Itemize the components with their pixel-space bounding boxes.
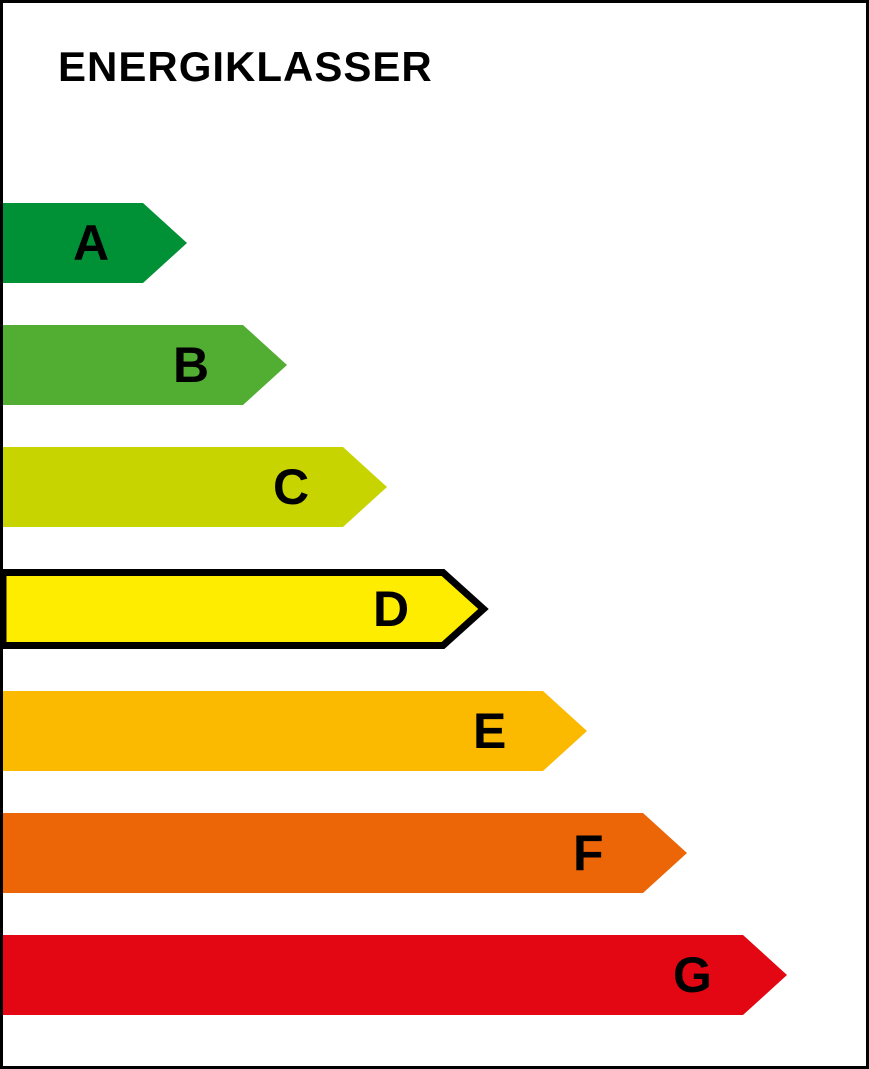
energy-class-label-c: C (273, 462, 309, 512)
energy-class-g: G (3, 935, 866, 1015)
energy-class-b: B (3, 325, 866, 405)
energy-class-e: E (3, 691, 866, 771)
energy-bar-c (3, 447, 387, 527)
energy-class-label-f: F (573, 828, 604, 878)
energy-class-d: D (3, 569, 866, 649)
title: ENERGIKLASSER (58, 43, 433, 91)
energy-class-label-g: G (673, 950, 712, 1000)
energy-bar-b (3, 325, 287, 405)
energy-class-label-b: B (173, 340, 209, 390)
energy-class-label-a: A (73, 218, 109, 268)
energy-class-c: C (3, 447, 866, 527)
bars-container: A B C D E F G (3, 203, 866, 1015)
energy-class-label-d: D (373, 584, 409, 634)
energy-class-f: F (3, 813, 866, 893)
energy-class-label-e: E (473, 706, 506, 756)
energy-label-frame: ENERGIKLASSER A B C D E F G (0, 0, 869, 1069)
energy-bar-d (3, 569, 494, 649)
energy-class-a: A (3, 203, 866, 283)
energy-bar-g (3, 935, 787, 1015)
